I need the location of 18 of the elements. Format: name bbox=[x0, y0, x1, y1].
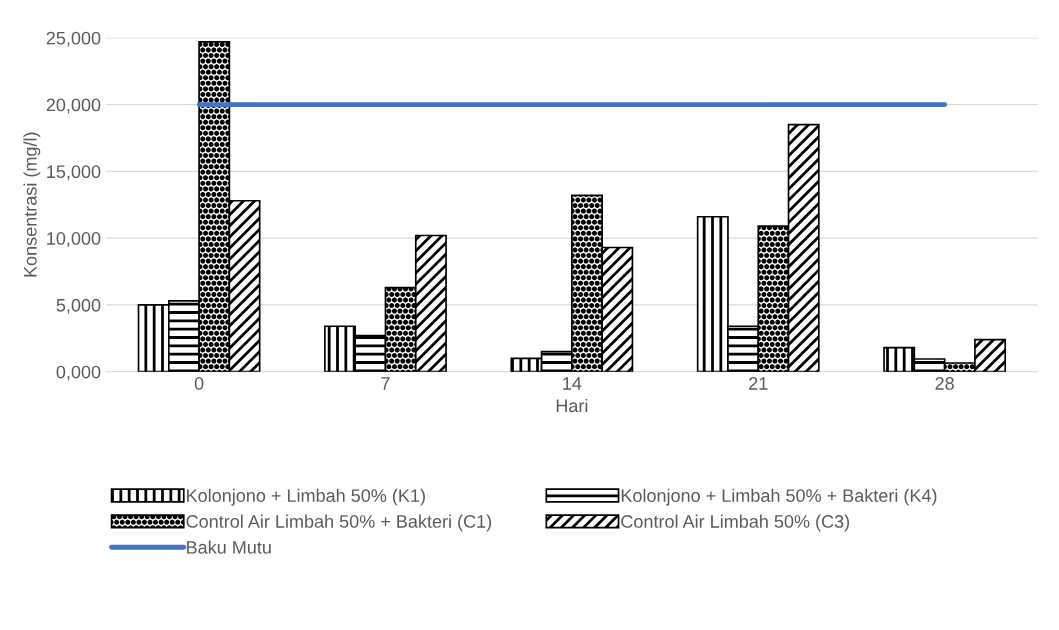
legend-label: Kolonjono + Limbah 50% (K1) bbox=[187, 488, 425, 506]
y-tick-label: 15,000 bbox=[47, 165, 101, 181]
x-tick-label: 14 bbox=[563, 377, 582, 390]
x-tick-label: 0 bbox=[194, 377, 204, 390]
legend-label: Kolonjono + Limbah 50% + Bakteri (K4) bbox=[621, 488, 937, 506]
x-axis-title: Hari bbox=[556, 398, 588, 413]
y-axis-title: Konsentrasi (mg/l) bbox=[23, 132, 41, 277]
y-tick-label: 0,000 bbox=[56, 365, 101, 381]
x-tick-label: 28 bbox=[935, 377, 954, 390]
legend-label: Control Air Limbah 50% + Bakteri (C1) bbox=[186, 514, 492, 532]
y-tick-label: 20,000 bbox=[46, 98, 101, 114]
legend-label: Baku Mutu bbox=[187, 540, 271, 554]
y-tick-label: 25,000 bbox=[46, 31, 101, 47]
y-tick-label: 5,000 bbox=[56, 298, 101, 314]
x-tick-label: 7 bbox=[381, 377, 390, 390]
y-tick-label: 10,000 bbox=[47, 232, 101, 247]
x-tick-label: 21 bbox=[749, 377, 768, 390]
legend-label: Control Air Limbah 50% (C3) bbox=[621, 514, 850, 532]
